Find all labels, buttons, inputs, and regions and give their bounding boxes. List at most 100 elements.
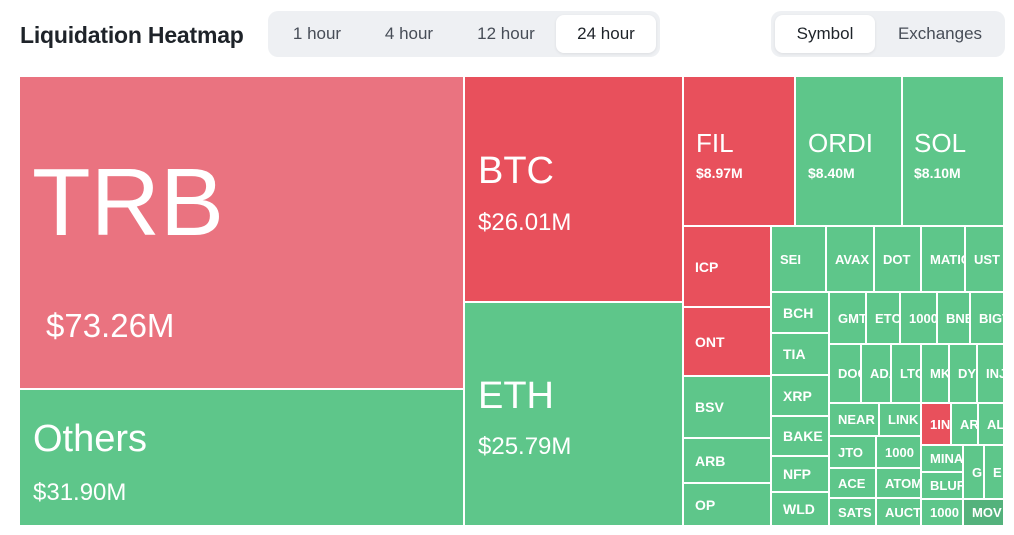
heatmap-tile-sol[interactable]: SOL $8.10M <box>902 76 1004 226</box>
tile-symbol: ACE <box>838 475 866 491</box>
tile-symbol: MATIC <box>930 251 964 267</box>
heatmap-tile-link[interactable]: LINK <box>879 403 921 436</box>
tile-symbol: ETH <box>478 377 554 415</box>
tile-value: $8.97M <box>696 165 743 181</box>
heatmap-tile-bake[interactable]: BAKE <box>771 416 829 456</box>
tile-value: $31.90M <box>33 479 127 506</box>
tile-value: $8.10M <box>914 165 961 181</box>
tile-symbol: 1000 <box>909 310 936 326</box>
tab-4-hour[interactable]: 4 hour <box>384 24 434 43</box>
heatmap-tile-arb[interactable]: ARB <box>683 438 771 483</box>
heatmap-tile-sats[interactable]: SATS <box>829 498 876 526</box>
heatmap-tile-doge[interactable]: DOGE <box>829 344 861 403</box>
heatmap-tile-tia[interactable]: TIA <box>771 333 829 375</box>
tab-symbol[interactable]: Symbol <box>775 15 875 53</box>
tile-symbol: 1INCH <box>930 416 950 432</box>
tile-symbol: ALT <box>987 416 1003 432</box>
tile-symbol: TRB <box>32 155 224 251</box>
heatmap-tile-1inch[interactable]: 1INCH <box>921 403 951 445</box>
heatmap-tile-fil[interactable]: FIL $8.97M <box>683 76 795 226</box>
tile-symbol: ETC <box>875 310 899 326</box>
tile-symbol: NFP <box>783 466 811 482</box>
heatmap-tile-inj[interactable]: INJ <box>977 344 1004 403</box>
tab-12-hour[interactable]: 12 hour <box>477 24 535 43</box>
heatmap-tile-wld[interactable]: WLD <box>771 492 829 526</box>
heatmap-tile-1000-a[interactable]: 1000 <box>900 292 937 344</box>
heatmap-tile-sei[interactable]: SEI <box>771 226 826 292</box>
heatmap-tile-atom[interactable]: ATOM <box>876 468 921 498</box>
tile-symbol: OP <box>695 496 716 513</box>
tile-symbol: 1000 <box>885 444 914 460</box>
tile-symbol: AVAX <box>835 251 870 267</box>
heatmap-tile-matic[interactable]: MATIC <box>921 226 965 292</box>
heatmap-tile-eth[interactable]: ETH $25.79M <box>464 302 683 526</box>
tile-symbol: DOGE <box>838 366 860 381</box>
heatmap-tile-bnb[interactable]: BNB <box>937 292 970 344</box>
tile-symbol: MINA <box>930 451 962 466</box>
tile-symbol: BLUR <box>930 478 962 493</box>
tile-symbol: DYDX <box>958 366 976 381</box>
tile-symbol: XRP <box>783 387 812 404</box>
heatmap-tile-g[interactable]: G <box>963 445 984 499</box>
header: Liquidation Heatmap 1 hour 4 hour 12 hou… <box>0 0 1014 70</box>
heatmap-tile-1000-b[interactable]: 1000 <box>876 436 921 468</box>
tile-symbol: BNB <box>946 310 969 326</box>
tile-symbol: JTO <box>838 444 864 460</box>
heatmap-tile-ust[interactable]: UST <box>965 226 1004 292</box>
heatmap-tile-dot[interactable]: DOT <box>874 226 921 292</box>
tile-symbol: TIA <box>783 346 806 362</box>
tile-symbol: DOT <box>883 251 911 267</box>
tile-value: $26.01M <box>478 209 572 236</box>
heatmap-tile-e[interactable]: E <box>984 445 1004 499</box>
tile-value: $25.79M <box>478 433 572 460</box>
heatmap-tile-bsv[interactable]: BSV <box>683 376 771 438</box>
heatmap-tile-alt[interactable]: ALT <box>978 403 1004 445</box>
heatmap-tile-bch[interactable]: BCH <box>771 292 829 333</box>
heatmap-tile-btc[interactable]: BTC $26.01M <box>464 76 683 302</box>
heatmap-tile-mov[interactable]: MOV <box>963 499 1004 526</box>
tile-symbol: BCH <box>783 304 814 321</box>
heatmap-tile-jto[interactable]: JTO <box>829 436 876 468</box>
tab-exchanges[interactable]: Exchanges <box>897 24 983 43</box>
heatmap-tile-ada[interactable]: ADA <box>861 344 891 403</box>
heatmap-tile-mina[interactable]: MINA <box>921 445 963 472</box>
heatmap-tile-etc[interactable]: ETC <box>866 292 900 344</box>
heatmap-tile-near[interactable]: NEAR <box>829 403 879 436</box>
heatmap-tile-trb[interactable]: TRB $73.26M <box>19 76 464 389</box>
heatmap-tile-mkr[interactable]: MKR <box>921 344 949 403</box>
heatmap-tile-others[interactable]: Others $31.90M <box>19 389 464 526</box>
heatmap-tile-icp[interactable]: ICP <box>683 226 771 307</box>
tile-symbol: LTC <box>900 366 920 381</box>
tile-symbol: BSV <box>695 399 724 415</box>
heatmap-tile-ltc[interactable]: LTC <box>891 344 921 403</box>
tile-symbol: BIGT <box>979 310 1003 326</box>
heatmap-tile-avax[interactable]: AVAX <box>826 226 874 292</box>
time-range-selector: 1 hour 4 hour 12 hour 24 hour <box>268 11 660 57</box>
tile-symbol: E <box>993 464 1002 480</box>
tile-symbol: ARB <box>695 452 726 469</box>
heatmap-tile-bigt[interactable]: BIGT <box>970 292 1004 344</box>
tile-symbol: MOV <box>972 505 1002 520</box>
tile-symbol: SATS <box>838 504 872 520</box>
heatmap-tile-ont[interactable]: ONT <box>683 307 771 376</box>
heatmap-tile-1000-c[interactable]: 1000 <box>921 499 963 526</box>
tile-symbol: NEAR <box>838 412 875 427</box>
heatmap-tile-auction[interactable]: AUCTION <box>876 498 921 526</box>
tile-symbol: Others <box>33 420 148 458</box>
tile-symbol: BAKE <box>783 428 823 444</box>
heatmap-tile-gmt[interactable]: GMT <box>829 292 866 344</box>
view-mode-selector: Symbol Exchanges <box>771 11 1005 57</box>
liquidation-heatmap: TRB $73.26M Others $31.90M BTC $26.01M E… <box>19 76 1004 526</box>
heatmap-tile-ace[interactable]: ACE <box>829 468 876 498</box>
heatmap-tile-blur[interactable]: BLUR <box>921 472 963 499</box>
heatmap-tile-nfp[interactable]: NFP <box>771 456 829 492</box>
tab-24-hour[interactable]: 24 hour <box>556 15 656 53</box>
heatmap-tile-dydx[interactable]: DYDX <box>949 344 977 403</box>
tile-symbol: ICP <box>695 258 719 275</box>
heatmap-tile-xrp[interactable]: XRP <box>771 375 829 416</box>
heatmap-tile-op[interactable]: OP <box>683 483 771 526</box>
tab-1-hour[interactable]: 1 hour <box>292 24 342 43</box>
tile-symbol: 1000 <box>930 505 959 520</box>
heatmap-tile-ordi[interactable]: ORDI $8.40M <box>795 76 902 226</box>
heatmap-tile-ar[interactable]: AR <box>951 403 978 445</box>
